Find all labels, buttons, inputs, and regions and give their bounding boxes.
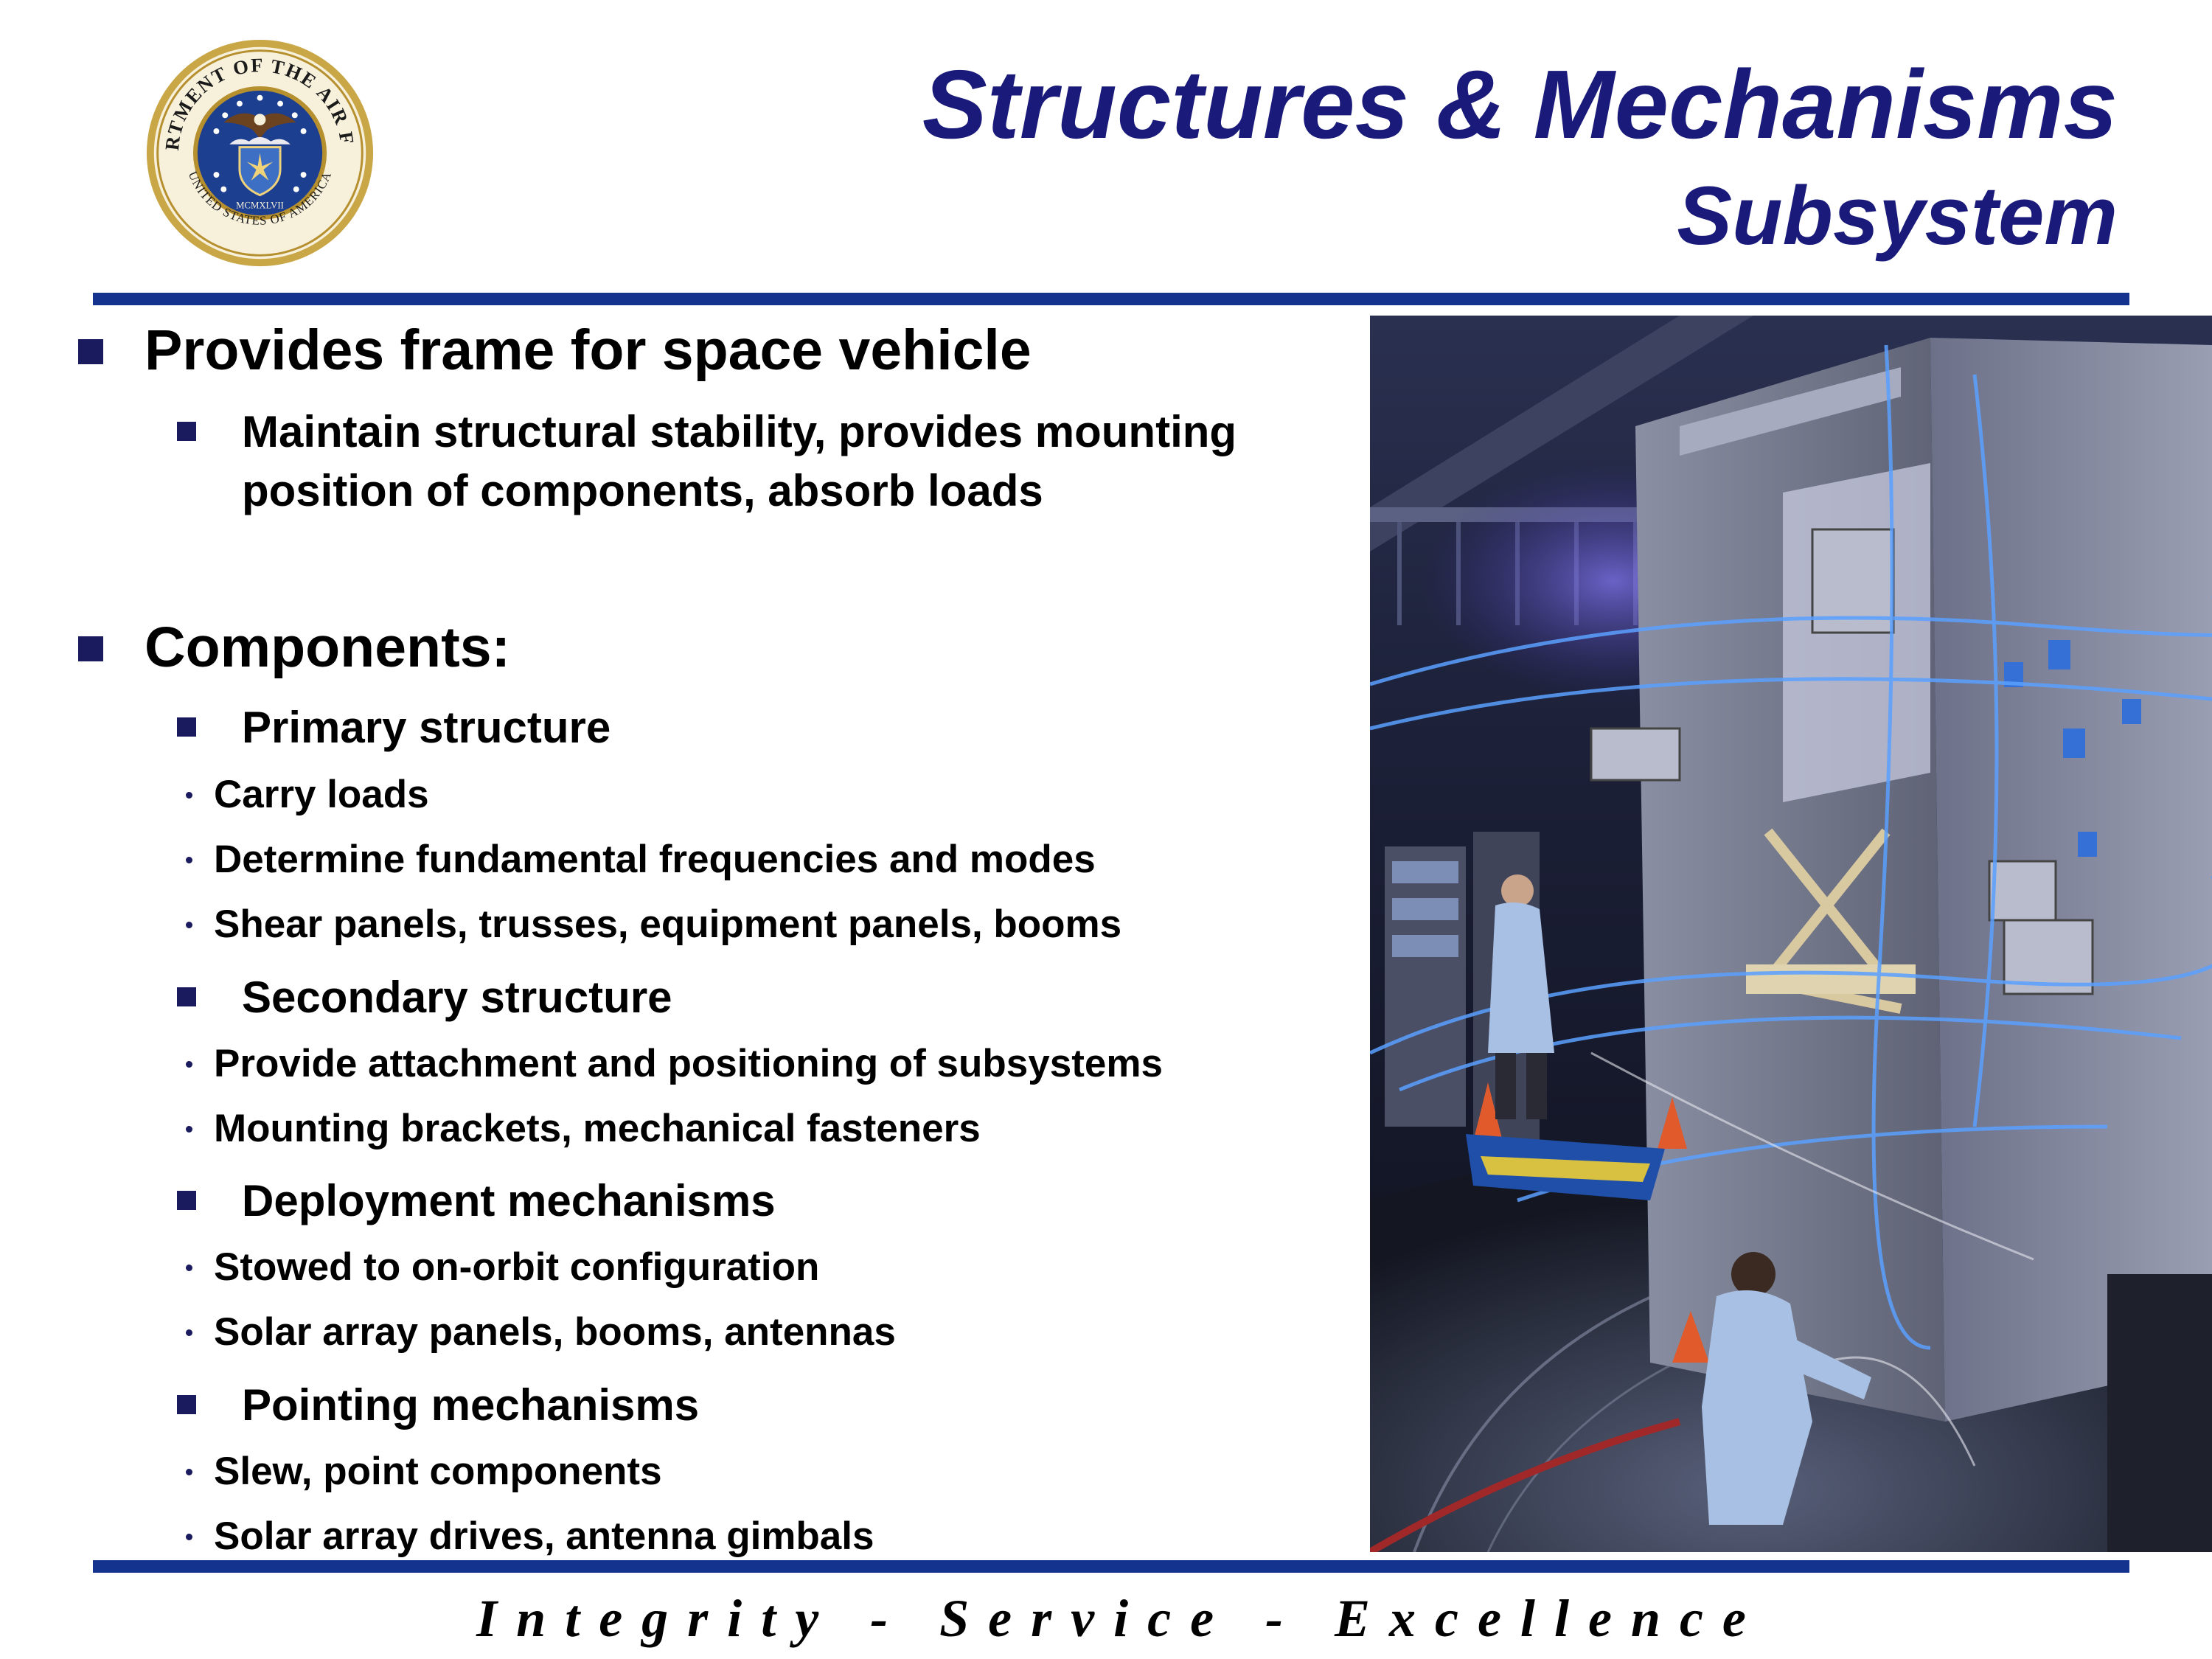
bullet-text: Determine fundamental frequencies and mo… [214,838,1096,881]
bottom-divider [93,1560,2129,1573]
bullet-text: Components: [145,616,511,679]
bullet-level2: Primary structure [177,698,1289,757]
svg-text:MCMXLVII: MCMXLVII [236,200,284,210]
bullet-level3: Determine fundamental frequencies and mo… [186,836,1096,883]
bullet-level3: Carry loads [186,771,429,818]
square-bullet-icon [177,1191,196,1210]
slide-title: Structures & Mechanisms [922,50,2118,159]
dot-bullet-icon [186,1469,192,1475]
bullet-text: Deployment mechanisms [242,1176,776,1225]
dot-bullet-icon [186,1265,192,1271]
bullet-level2: Pointing mechanisms [177,1376,1289,1435]
dot-bullet-icon [186,1126,192,1133]
bullet-level2: Deployment mechanisms [177,1172,1289,1231]
spacecraft-structure-photo [1370,316,2212,1552]
bullet-text: Provides frame for space vehicle [145,319,1032,382]
bullet-list: Provides frame for space vehicle Maintai… [78,317,1289,1558]
footer-tagline: Integrity - Service - Excellence [476,1589,1765,1648]
bullet-level3: Stowed to on-orbit configuration [186,1244,820,1291]
bullet-text: Mounting brackets, mechanical fasteners [214,1107,981,1150]
bullet-text: Shear panels, trusses, equipment panels,… [214,902,1122,946]
square-bullet-icon [177,1395,196,1414]
bullet-text: Pointing mechanisms [242,1380,700,1430]
dot-bullet-icon [186,1329,192,1336]
bullet-text: Primary structure [242,703,611,752]
bullet-text: Stowed to on-orbit configuration [214,1245,820,1289]
air-force-seal-icon: DEPARTMENT OF THE AIR FORCE UNITED STATE… [144,37,374,267]
bullet-level1: Components: [78,614,511,681]
bullet-text: Provide attachment and positioning of su… [214,1042,1163,1085]
bullet-level2: Secondary structure [177,968,1289,1027]
bullet-text: Maintain structural stability, provides … [242,407,1237,515]
square-bullet-icon [78,339,103,364]
bullet-level3: Provide attachment and positioning of su… [186,1040,1163,1088]
bullet-text: Secondary structure [242,973,672,1022]
bullet-level3: Solar array panels, booms, antennas [186,1309,896,1356]
bullet-level3: Slew, point components [186,1448,662,1495]
dot-bullet-icon [186,857,192,863]
bullet-level3: Mounting brackets, mechanical fasteners [186,1105,981,1152]
bullet-level3: Solar array drives, antenna gimbals [186,1513,874,1560]
square-bullet-icon [78,636,103,661]
dot-bullet-icon [186,1061,192,1068]
bullet-level2: Maintain structural stability, provides … [177,403,1289,521]
dot-bullet-icon [186,1534,192,1540]
bullet-text: Carry loads [214,773,429,816]
dot-bullet-icon [186,792,192,799]
bullet-text: Solar array drives, antenna gimbals [214,1514,874,1558]
bullet-text: Solar array panels, booms, antennas [214,1310,896,1354]
dot-bullet-icon [186,922,192,928]
bullet-level3: Shear panels, trusses, equipment panels,… [186,901,1122,948]
slide-subtitle: Subsystem [1677,170,2118,262]
square-bullet-icon [177,422,196,441]
square-bullet-icon [177,987,196,1006]
bullet-text: Slew, point components [214,1450,662,1493]
square-bullet-icon [177,717,196,737]
bullet-level1: Provides frame for space vehicle [78,317,1032,383]
top-divider [93,293,2129,305]
